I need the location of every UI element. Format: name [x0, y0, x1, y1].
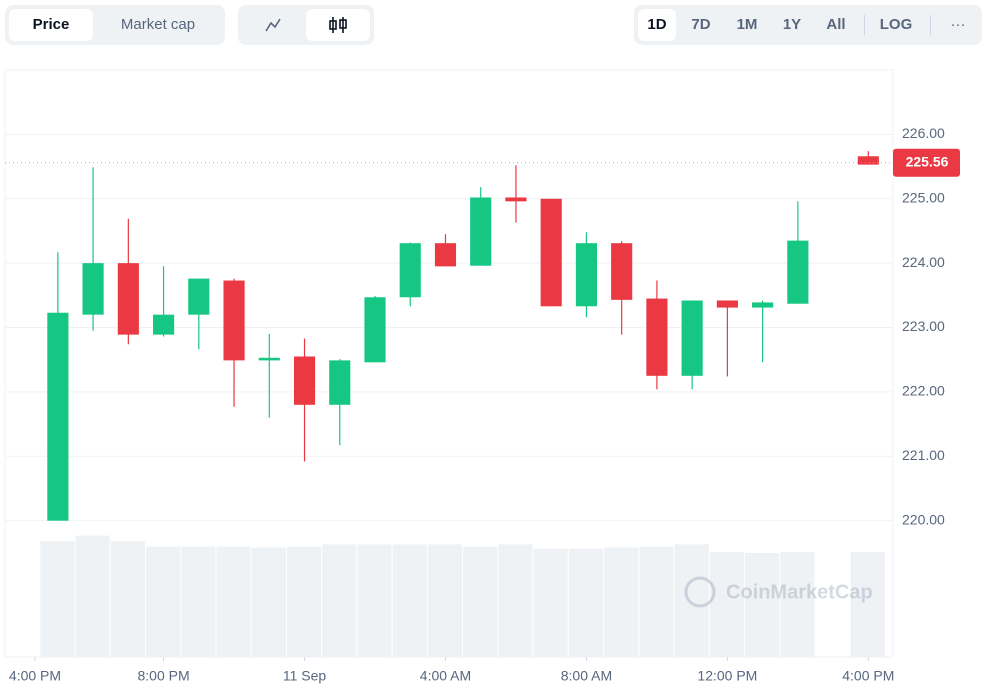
- candle-body: [47, 312, 69, 521]
- candle-body: [293, 356, 316, 405]
- candle-body: [117, 263, 139, 335]
- tab-price[interactable]: Price: [9, 9, 93, 41]
- last-price-label: 225.56: [906, 153, 949, 169]
- candle-body: [575, 243, 597, 307]
- x-tick-label: 11 Sep: [283, 668, 327, 684]
- range-1d[interactable]: 1D: [638, 9, 676, 41]
- volume-bar: [75, 535, 110, 657]
- candle-body: [857, 156, 879, 165]
- line-chart-button[interactable]: [242, 9, 302, 41]
- divider: [930, 15, 931, 35]
- tab-market-cap[interactable]: Market cap: [120, 16, 196, 33]
- volume-bar: [40, 541, 75, 657]
- candle-body: [716, 300, 738, 308]
- y-tick-label: 222.00: [902, 383, 945, 399]
- candle-body: [752, 302, 774, 308]
- x-tick-label: 12:00 PM: [697, 668, 757, 684]
- volume-bar: [110, 541, 145, 657]
- candle-body: [329, 360, 351, 405]
- volume-bar: [145, 546, 181, 657]
- candle-body: [153, 314, 175, 335]
- range-group: 1D 7D 1M 1Y All LOG ···: [634, 5, 982, 45]
- candle-body: [505, 197, 527, 202]
- tab-group: Price Market cap: [5, 5, 225, 45]
- y-tick-label: 225.00: [902, 189, 945, 205]
- volume-bar: [604, 547, 639, 657]
- volume-bar: [463, 546, 498, 657]
- x-tick-label: 8:00 AM: [561, 668, 612, 684]
- volume-bar: [392, 544, 427, 657]
- volume-bar: [322, 544, 357, 657]
- y-tick-label: 221.00: [902, 447, 945, 463]
- candle-body: [434, 243, 457, 267]
- volume-bar: [745, 553, 780, 657]
- candle-body: [399, 243, 421, 298]
- volume-bar: [533, 548, 568, 657]
- candle-body: [258, 357, 280, 361]
- watermark-text: CoinMarketCap: [726, 581, 873, 603]
- volume-bar: [251, 547, 286, 657]
- chart-type-group: [238, 5, 374, 45]
- x-tick-label: 8:00 PM: [138, 668, 190, 684]
- volume-bar: [674, 544, 709, 657]
- candle-body: [787, 240, 809, 304]
- range-7d[interactable]: 7D: [691, 16, 711, 33]
- candle-body: [364, 297, 386, 363]
- log-button[interactable]: LOG: [879, 16, 913, 33]
- volume-bar: [357, 544, 392, 657]
- candle-body: [646, 298, 668, 376]
- volume-bar: [286, 546, 322, 657]
- candle-body: [540, 198, 562, 307]
- y-tick-label: 226.00: [902, 125, 945, 141]
- candle-chart-button[interactable]: [306, 9, 370, 41]
- volume-bar: [498, 544, 533, 657]
- y-tick-label: 223.00: [902, 318, 945, 334]
- last-price-badge: [893, 148, 960, 177]
- volume-bar: [850, 551, 885, 657]
- x-tick-label: 4:00 AM: [420, 668, 471, 684]
- volume-bar: [427, 544, 463, 657]
- x-tick-label: 4:00 PM: [842, 668, 894, 684]
- divider: [864, 15, 865, 35]
- candle-body: [681, 300, 703, 376]
- watermark: CoinMarketCap: [684, 576, 873, 608]
- more-button[interactable]: ···: [950, 16, 966, 33]
- range-1y[interactable]: 1Y: [782, 16, 802, 33]
- range-all[interactable]: All: [826, 16, 846, 33]
- candle-body: [611, 243, 633, 300]
- candle-body: [223, 280, 245, 361]
- line-icon: [265, 18, 281, 32]
- range-1m[interactable]: 1M: [736, 16, 758, 33]
- volume-bar: [568, 548, 604, 657]
- volume-bar: [709, 551, 744, 657]
- x-tick-label: 4:00 PM: [9, 668, 61, 684]
- y-tick-label: 224.00: [902, 254, 945, 270]
- volume-bar: [181, 546, 216, 657]
- volume-bar: [639, 546, 674, 657]
- volume-bar: [216, 546, 251, 657]
- y-tick-label: 220.00: [902, 511, 945, 527]
- candle-body: [82, 263, 104, 315]
- candle-icon: [329, 17, 347, 33]
- candle-body: [470, 197, 492, 266]
- volume-bar: [780, 551, 815, 657]
- background-layer: [5, 133, 893, 657]
- candle-body: [188, 278, 210, 315]
